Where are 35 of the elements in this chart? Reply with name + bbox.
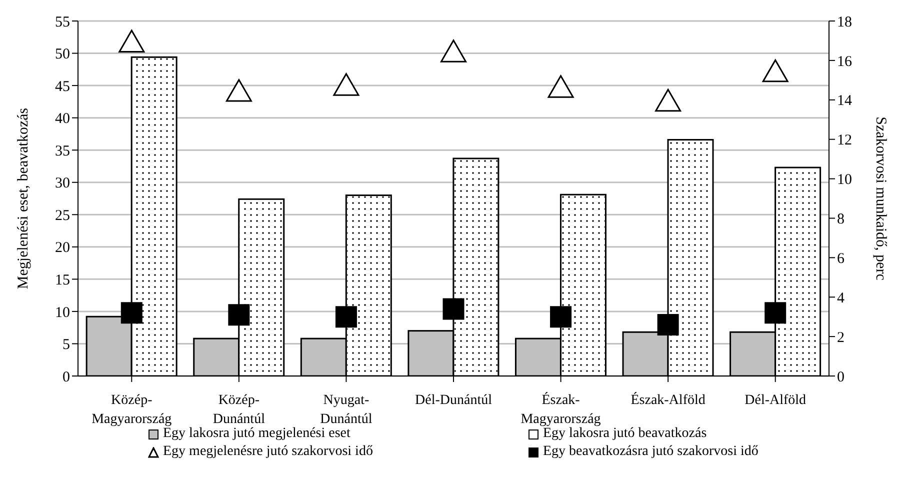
y-tick-label: 15 [55, 272, 70, 289]
y2-tick-label: 8 [837, 212, 844, 228]
y-tick-label: 0 [62, 369, 70, 386]
y2-tick-label: 10 [837, 172, 852, 188]
x-tick-label: Észak-Alföld [630, 391, 706, 408]
x-tick-label: Dél-Dunántúl [415, 393, 492, 408]
y-tick-label: 30 [55, 176, 70, 192]
x-tick-label: Dél-Alföld [744, 393, 806, 408]
y-tick-label: 40 [55, 111, 70, 128]
y2-tick-label: 6 [837, 250, 845, 267]
x-tick-label: Nyugat-Dunántúl [320, 393, 372, 427]
y2-tick-label: 14 [837, 93, 852, 110]
y-tick-label: 35 [55, 143, 70, 160]
legend-label: Egy lakosra jutó megjelenési eset [163, 426, 350, 442]
y-tick-label: 20 [55, 240, 70, 256]
y-tick-label: 50 [55, 46, 70, 63]
legend-label: Egy megjelenésre jutó szakorvosi idő [163, 444, 373, 460]
y2-tick-label: 2 [837, 330, 844, 346]
legend-label: Egy beavatkozásra jutó szakorvosi idő [543, 444, 758, 460]
y2-tick-label: 18 [837, 14, 852, 30]
y-tick-label: 55 [55, 14, 70, 30]
y-tick-label: 45 [55, 78, 70, 95]
y2-tick-label: 16 [837, 54, 852, 70]
y2-axis-title: Szakorvosi munkaidő, perc [872, 116, 889, 281]
legend-label: Egy lakosra jutó beavatkozás [543, 426, 707, 442]
x-tick-label: Észak-Magyarország [520, 391, 601, 427]
x-tick-label: Közép-Dunántúl [212, 393, 266, 427]
y-tick-label: 10 [55, 304, 70, 321]
y-axis-title: Megjelenési eset, beavatkozás [15, 108, 32, 290]
x-tick-label: Közép-Magyarország [92, 393, 172, 427]
y2-tick-label: 4 [837, 290, 845, 306]
y-tick-label: 5 [62, 337, 70, 354]
y2-tick-label: 12 [837, 132, 852, 149]
y-tick-label: 25 [55, 208, 70, 224]
y2-tick-label: 0 [837, 369, 844, 386]
